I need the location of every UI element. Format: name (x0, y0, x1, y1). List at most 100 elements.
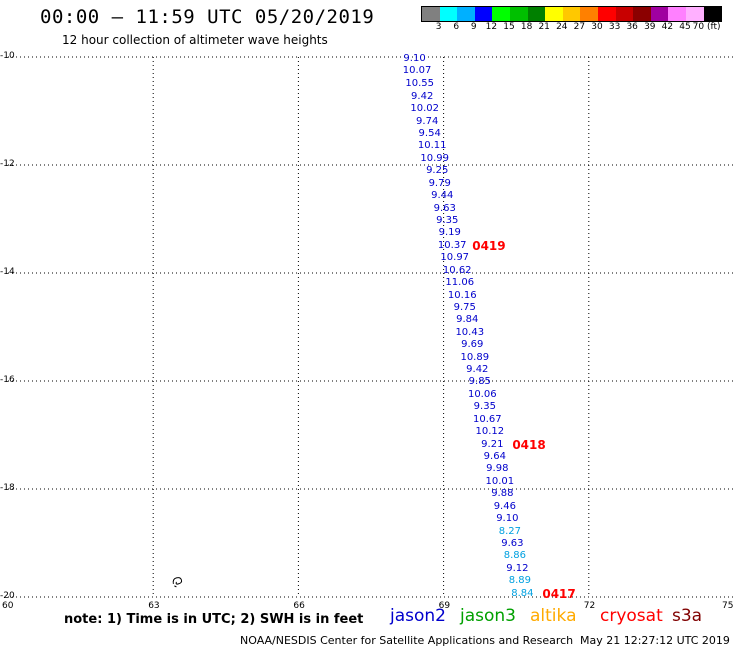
wave-height-value: 11.06 (445, 277, 475, 289)
legend-swatch (457, 7, 475, 21)
legend-swatch (545, 7, 563, 21)
generated-timestamp: May 21 12:27:12 UTC 2019 (580, 634, 730, 647)
satellite-name-jason2: jason2 (390, 606, 446, 626)
wave-height-value: 10.11 (417, 140, 447, 152)
wave-height-value: 8.27 (498, 525, 521, 537)
wave-height-value: 10.55 (405, 78, 434, 90)
legend-label: 33 (608, 22, 621, 32)
wave-height-value: 9.12 (506, 562, 529, 574)
satellite-name-altika: altika (530, 606, 577, 626)
legend-label: 12 (485, 22, 498, 32)
wave-height-value: 9.21 (481, 438, 504, 450)
legend-swatch (633, 7, 651, 21)
wave-height-value: 10.37 (437, 239, 467, 251)
legend-label: 24 (556, 22, 568, 32)
pass-time-label: 0419 (472, 238, 506, 253)
latitude-label: -16 (0, 375, 15, 385)
longitude-label: 66 (293, 601, 305, 611)
wave-height-value: 10.67 (472, 413, 502, 425)
wave-height-value: 10.43 (455, 326, 485, 338)
wave-height-value: 9.25 (426, 165, 449, 177)
legend-label: 70 (ft) (692, 22, 721, 32)
wave-height-value: 8.84 (511, 587, 534, 599)
legend-swatch (527, 7, 546, 21)
legend-label: 39 (644, 22, 656, 32)
wave-height-value: 9.42 (411, 90, 434, 102)
legend-label: 30 (591, 22, 603, 32)
legend-label: 27 (573, 22, 586, 32)
wave-height-value: 9.64 (483, 450, 506, 462)
legend-swatch (439, 7, 458, 21)
wave-height-value: 10.01 (485, 475, 515, 487)
longitude-label: 60 (2, 601, 14, 611)
wave-height-value: 10.06 (467, 388, 497, 400)
wave-height-value: 9.69 (461, 339, 484, 351)
legend-label: 42 (661, 22, 674, 32)
page-subtitle: 12 hour collection of altimeter wave hei… (62, 33, 328, 47)
latitude-label: -14 (0, 267, 15, 277)
wave-height-value: 10.89 (460, 351, 490, 363)
legend-swatch (422, 7, 440, 21)
wave-height-value: 10.12 (475, 426, 505, 438)
satellite-name-cryosat: cryosat (600, 606, 663, 626)
legend-swatch (580, 7, 598, 21)
legend-label: 45 (679, 22, 691, 32)
wave-height-value: 9.84 (456, 314, 479, 326)
wave-height-value: 10.62 (442, 264, 472, 276)
longitude-label: 72 (583, 601, 596, 611)
wave-height-value: 9.10 (403, 53, 426, 64)
wave-height-value: 9.10 (496, 513, 519, 525)
legend-swatch (615, 7, 634, 21)
legend-label: 3 (435, 22, 442, 32)
legend-swatch (685, 7, 704, 21)
legend-swatch (703, 7, 722, 21)
legend-label: 21 (538, 22, 550, 32)
wave-height-value: 9.74 (416, 115, 439, 127)
legend-swatch (650, 7, 669, 21)
latitude-label: -12 (0, 159, 15, 169)
longitude-label: 75 (722, 601, 734, 611)
longitude-label: 63 (148, 601, 160, 611)
island-outline (172, 577, 183, 588)
wave-height-value: 8.89 (508, 575, 531, 587)
wave-height-value: 9.63 (501, 537, 524, 549)
wave-height-value: 9.19 (438, 227, 461, 239)
wave-height-value: 10.97 (440, 252, 470, 264)
wave-height-value: 9.79 (428, 177, 451, 189)
wave-height-value: 9.42 (466, 364, 489, 376)
wave-height-value: 9.44 (431, 190, 454, 202)
satellite-name-jason3: jason3 (460, 606, 516, 626)
page-title: 00:00 – 11:59 UTC 05/20/2019 (40, 6, 375, 28)
legend-swatch (668, 7, 686, 21)
wave-height-value: 10.02 (410, 103, 440, 115)
wave-height-value: 9.35 (436, 215, 459, 226)
satellite-name-s3a: s3a (672, 606, 703, 626)
legend-label: 6 (453, 22, 460, 32)
footer-note: note: 1) Time is in UTC; 2) SWH is in fe… (64, 612, 364, 627)
legend-swatch (492, 7, 510, 21)
latitude-label: -10 (0, 51, 15, 61)
wave-height-value: 9.85 (468, 376, 491, 388)
wave-height-value: 10.07 (402, 65, 432, 77)
wave-height-value: 10.16 (447, 289, 477, 301)
legend-label: 9 (470, 22, 477, 32)
legend-swatch (509, 7, 528, 21)
wave-height-value: 9.63 (433, 202, 456, 214)
wave-height-value: 9.54 (418, 128, 441, 140)
pass-time-label: 0418 (512, 437, 546, 452)
credit-line: NOAA/NESDIS Center for Satellite Applica… (240, 634, 574, 647)
latitude-label: -20 (0, 591, 15, 601)
wave-height-value: 9.35 (473, 401, 496, 413)
wave-height-value: 8.86 (503, 550, 526, 562)
wave-height-value: 9.98 (486, 463, 509, 475)
wave-height-value: 9.46 (493, 500, 516, 512)
wave-height-value: 10.99 (420, 152, 450, 164)
longitude-label: 69 (438, 601, 451, 611)
wave-height-value: 9.88 (491, 488, 514, 500)
wave-height-color-legend (421, 6, 723, 22)
legend-swatch (562, 7, 581, 21)
latitude-label: -18 (0, 483, 15, 493)
wave-height-value: 9.75 (453, 301, 476, 313)
legend-label: 15 (503, 22, 515, 32)
